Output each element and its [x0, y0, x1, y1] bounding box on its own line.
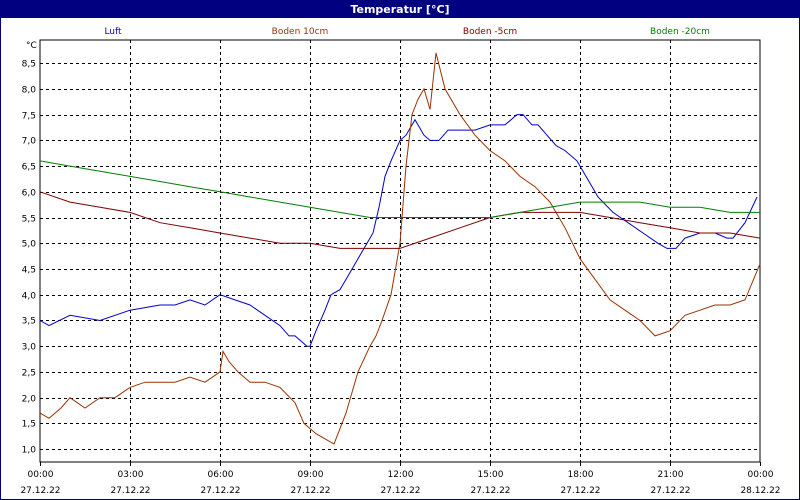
- y-tick-label: 4,5: [22, 266, 36, 276]
- y-tick-label: 6,5: [22, 163, 36, 173]
- x-tick-date: 27.12.22: [650, 486, 690, 496]
- y-tick-label: 7,5: [22, 112, 36, 122]
- x-tick-date: 27.12.22: [200, 486, 240, 496]
- x-tick-date: 27.12.22: [470, 486, 510, 496]
- y-tick-label: 6,0: [22, 189, 37, 199]
- y-tick-label: 4,0: [22, 292, 37, 302]
- x-tick-date: 27.12.22: [290, 486, 330, 496]
- legend-luft: Luft: [104, 27, 122, 37]
- legend-boden-10cm: Boden 10cm: [272, 27, 329, 37]
- chart-title: Temperatur [°C]: [1, 1, 799, 18]
- y-tick-label: 5,0: [22, 240, 37, 250]
- x-tick-date: 27.12.22: [20, 486, 60, 496]
- y-tick-label: 1,5: [22, 420, 36, 430]
- y-tick-label: 8,5: [22, 60, 36, 70]
- x-tick-time: 06:00: [208, 470, 234, 480]
- y-tick-label: 8,0: [22, 86, 37, 96]
- x-tick-time: 21:00: [658, 470, 684, 480]
- x-tick-time: 00:00: [748, 470, 774, 480]
- y-tick-label: 1,0: [22, 446, 37, 456]
- series-line-boden-5cm: [39, 191, 761, 249]
- x-tick-time: 09:00: [298, 470, 324, 480]
- x-tick-date: 27.12.22: [380, 486, 420, 496]
- y-tick-label: 2,5: [22, 369, 36, 379]
- y-tick-label: 5,5: [22, 215, 36, 225]
- x-tick-date: 27.12.22: [560, 486, 600, 496]
- legend-boden-20cm: Boden -20cm: [650, 27, 710, 37]
- x-tick-time: 12:00: [388, 470, 414, 480]
- series-line-luft: [39, 114, 758, 347]
- x-tick-date: 27.12.22: [110, 486, 150, 496]
- x-tick-time: 18:00: [568, 470, 594, 480]
- x-tick-time: 00:00: [28, 470, 54, 480]
- x-tick-time: 03:00: [118, 470, 144, 480]
- y-tick-label: 3,0: [22, 343, 37, 353]
- series-line-boden-20cm: [39, 160, 760, 218]
- y-tick-label: 2,0: [22, 395, 37, 405]
- y-axis-label: °C: [26, 41, 37, 51]
- series-line-boden-10cm: [39, 52, 761, 445]
- x-tick-time: 15:00: [478, 470, 504, 480]
- x-tick-date: 28.12.22: [740, 486, 780, 496]
- y-tick-label: 3,5: [22, 317, 36, 327]
- legend-boden-5cm: Boden -5cm: [463, 27, 517, 37]
- y-tick-label: 7,0: [22, 137, 37, 147]
